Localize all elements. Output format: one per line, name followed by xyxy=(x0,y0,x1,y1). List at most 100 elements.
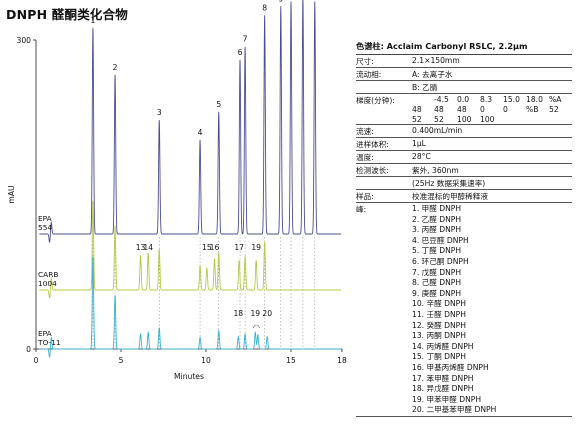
y-tick-label: 300 xyxy=(17,36,32,45)
peak-list-item: 14. 丙烯醛 DNPH xyxy=(412,341,474,351)
gradient-b-value: 100 xyxy=(457,115,472,124)
peak-label: 18 xyxy=(233,309,243,318)
gradient-block: 梯度(分钟): -4.5 0.0 8.3 15.0 18.0 %A 48 48 48 0 0 %B 52… xyxy=(356,94,572,125)
peak-list-item: 6. 环己酮 DNPH xyxy=(412,256,469,266)
condition-key xyxy=(356,177,412,178)
conditions-panel: 色谱柱: Acclaim Carbonyl RSLC, 2.2μm 尺寸: 2.1… xyxy=(356,40,572,417)
gradient-a-value: 0 xyxy=(503,105,508,114)
gradient-b-label: %B xyxy=(526,105,539,114)
gradient-label: 梯度(分钟): xyxy=(356,96,395,105)
x-tick-label: 10 xyxy=(201,356,211,365)
peak-list-item: 10. 辛醛 DNPH xyxy=(412,299,466,309)
condition-value: 校准混标的甲醇稀释液 xyxy=(412,192,488,201)
gradient-b-value: 52 xyxy=(434,115,444,124)
trace-2 xyxy=(39,200,341,299)
y-tick-label: 0 xyxy=(26,345,31,354)
condition-key: 尺寸: xyxy=(356,57,374,66)
condition-row: 流动相: A: 去离子水 xyxy=(356,68,572,81)
gradient-a-value: 48 xyxy=(457,105,467,114)
x-tick-label: 5 xyxy=(119,356,124,365)
condition-row: 检测波长: 紫外, 360nm xyxy=(356,164,572,177)
page-title: DNPH 醛酮类化合物 xyxy=(6,7,129,22)
series-label: TO-11 xyxy=(37,338,61,347)
peak-list-item: 12. 癸醛 DNPH xyxy=(412,320,466,330)
condition-value: 28°C xyxy=(412,152,431,161)
condition-key: 流动相: xyxy=(356,70,382,79)
column-header-text: 色谱柱: Acclaim Carbonyl RSLC, 2.2μm xyxy=(356,41,528,51)
series-label: EPA xyxy=(38,329,52,338)
peak-label: 16 xyxy=(210,243,220,252)
peak-list-item: 11. 壬醛 DNPH xyxy=(412,309,466,319)
series-label: 1004 xyxy=(38,279,57,288)
condition-row: 进样体积: 1μL xyxy=(356,138,572,151)
gradient-a-value: 48 xyxy=(412,105,422,114)
peak-list-item: 13. 丙酮 DNPH xyxy=(412,331,466,341)
condition-value: 紫外, 360nm xyxy=(412,166,459,175)
condition-value: (25Hz 数据采集速率) xyxy=(412,179,486,188)
trace-1 xyxy=(39,0,341,243)
x-tick-label: 15 xyxy=(286,356,296,365)
peak-label: 4 xyxy=(198,128,203,137)
y-axis-label: mAU xyxy=(7,185,16,203)
peak-label: 2 xyxy=(113,63,118,72)
condition-row: 温度: 28°C xyxy=(356,151,572,164)
condition-key: 温度: xyxy=(356,153,374,162)
condition-value: A: 去离子水 xyxy=(412,70,453,79)
x-tick-label: 18 xyxy=(337,356,347,365)
peak-label: 15 xyxy=(202,243,212,252)
gradient-time: -4.5 xyxy=(434,95,449,104)
chromatogram-chart: 030005101518MinutesmAUEPA554123456789101… xyxy=(7,0,347,381)
peak-list-item: 1. 甲醛 DNPH xyxy=(412,204,462,213)
peak-list-item: 8. 己醛 DNPH xyxy=(412,278,462,288)
condition-value: 1μL xyxy=(412,139,426,148)
peaks-label: 峰: xyxy=(356,205,367,214)
condition-value: B: 乙腈 xyxy=(412,83,438,92)
gradient-a-label: %A xyxy=(549,95,562,104)
condition-key xyxy=(356,81,412,82)
gradient-time: 0.0 xyxy=(457,95,470,104)
peak-list-item: 16. 甲基丙烯醛 DNPH xyxy=(412,362,489,372)
condition-key: 流速: xyxy=(356,127,374,136)
condition-row: 流速: 0.400mL/min xyxy=(356,125,572,138)
trace-3 xyxy=(39,256,341,358)
peak-list-item: 15. 丁酮 DNPH xyxy=(412,352,466,362)
column-header: 色谱柱: Acclaim Carbonyl RSLC, 2.2μm xyxy=(356,40,572,55)
condition-value: 2.1×150mm xyxy=(412,56,460,65)
gradient-time: 18.0 xyxy=(526,95,543,104)
peak-list-item: 2. 乙醛 DNPH xyxy=(412,214,462,224)
peak-label: 9 xyxy=(278,0,283,3)
x-tick-label: 0 xyxy=(34,356,39,365)
gradient-b-value: 100 xyxy=(480,115,495,124)
peak-label: 5 xyxy=(216,100,221,109)
peak-label: 19 xyxy=(251,243,261,252)
gradient-time: 15.0 xyxy=(503,95,520,104)
condition-value: 0.400mL/min xyxy=(412,126,463,135)
peak-label: 20 xyxy=(262,309,272,318)
gradient-corner xyxy=(412,95,434,104)
peak-list-item: 9. 庚醛 DNPH xyxy=(412,288,462,298)
peak-list-item: 19. 甲苯甲醛 DNPH xyxy=(412,394,482,404)
peak-label: 3 xyxy=(157,108,162,117)
peak-label: 17 xyxy=(234,243,244,252)
peak-list-item: 7. 戊醛 DNPH xyxy=(412,267,462,277)
condition-key: 进样体积: xyxy=(356,140,389,149)
peak-19-bracket xyxy=(252,324,260,329)
peak-list-item: 17. 苯甲醛 DNPH xyxy=(412,373,474,383)
peak-label: 13 xyxy=(136,243,146,252)
series-label: CARB xyxy=(38,270,58,279)
peak-list-item: 5. 丁醛 DNPH xyxy=(412,246,462,256)
series-label: EPA xyxy=(38,214,52,223)
peak-label: 7 xyxy=(243,35,248,44)
peak-list-item: 18. 异戊醛 DNPH xyxy=(412,384,474,394)
gradient-b-value: 52 xyxy=(412,115,422,124)
x-axis-label: Minutes xyxy=(174,372,204,381)
peak-list-item: 4. 巴豆醛 DNPH xyxy=(412,235,469,245)
condition-row: (25Hz 数据采集速率) xyxy=(356,177,572,190)
peak-label: 1 xyxy=(91,16,96,25)
peaks-block: 峰: 1. 甲醛 DNPH 2. 乙醛 DNPH 3. 丙醛 DNPH 4. 巴豆醛 … xyxy=(356,203,572,417)
gradient-a-value: 0 xyxy=(480,105,485,114)
gradient-b-value: 52 xyxy=(549,105,559,114)
condition-row: B: 乙腈 xyxy=(356,81,572,94)
gradient-time: 8.3 xyxy=(480,95,493,104)
peak-list-item: 3. 丙醛 DNPH xyxy=(412,225,462,235)
